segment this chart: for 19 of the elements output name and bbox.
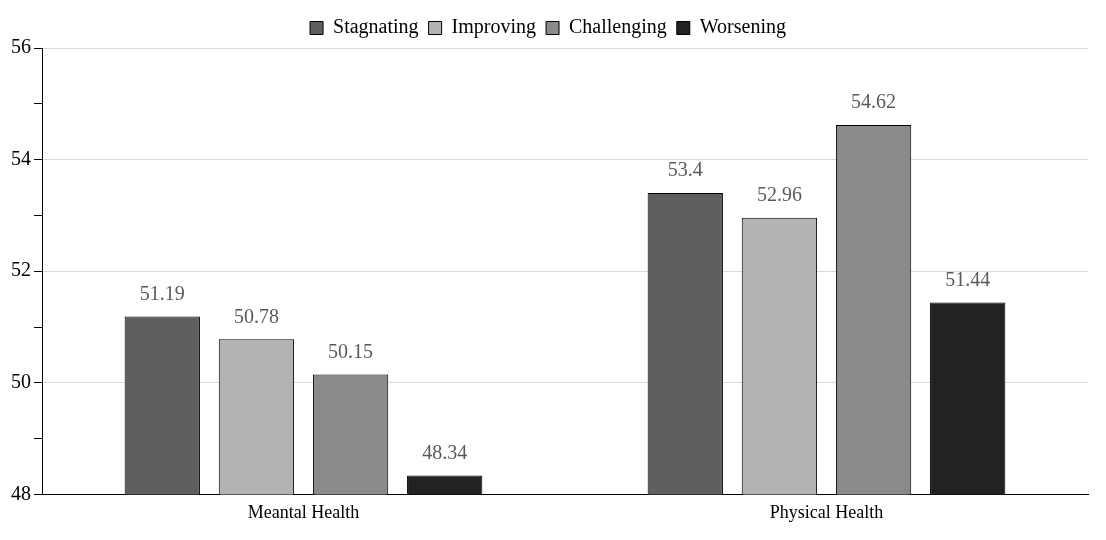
x-tick-label: Physical Health [769, 501, 884, 522]
y-tick-label: 48 [11, 481, 31, 504]
data-label: 48.34 [422, 440, 468, 463]
data-label: 51.44 [945, 267, 991, 290]
y-tick-label: 54 [11, 146, 31, 169]
data-label: 50.78 [233, 304, 279, 327]
legend-label: Improving [451, 15, 537, 39]
legend-label: Challenging [569, 15, 667, 39]
y-tick-label: 50 [11, 370, 31, 393]
data-label: 50.15 [328, 339, 374, 362]
legend-label: Stagnating [333, 15, 419, 39]
data-label: 51.19 [139, 281, 185, 304]
data-label: 54.62 [851, 90, 897, 113]
data-label: 53.4 [667, 158, 703, 181]
data-label: 52.96 [756, 182, 802, 205]
y-tick-label: 56 [11, 35, 31, 58]
y-tick-label: 52 [11, 258, 31, 281]
legend-label: Worsening [699, 15, 786, 39]
x-tick-label: Meantal Health [247, 501, 360, 522]
